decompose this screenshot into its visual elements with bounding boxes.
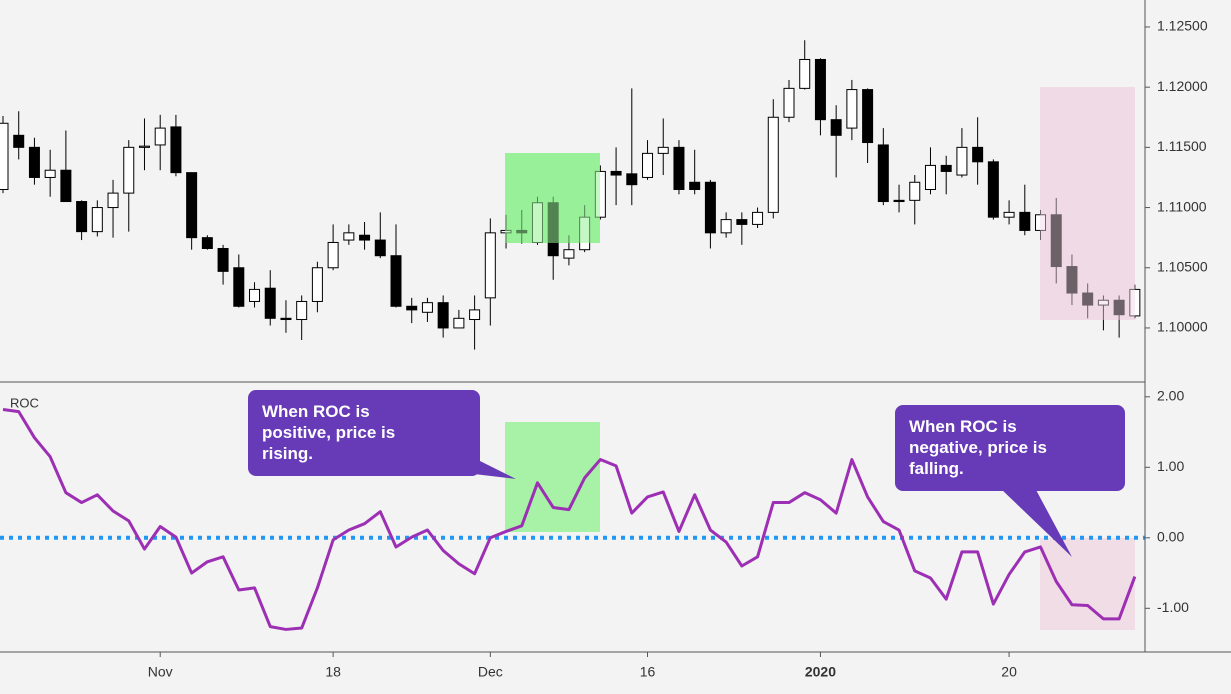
callout-text: When ROC is negative, price is falling.: [909, 417, 1047, 478]
candle-body: [940, 164, 952, 172]
candle-body: [107, 192, 119, 209]
candle-body: [406, 305, 418, 311]
candle-body: [909, 181, 921, 201]
candle-body: [296, 300, 308, 321]
candle-body: [783, 87, 795, 118]
candle-body: [704, 181, 716, 234]
candle-body: [563, 249, 575, 259]
y-tick-label: 1.11000: [1157, 198, 1207, 214]
callout-text: When ROC is positive, price is rising.: [262, 402, 396, 463]
candle-body: [359, 234, 371, 241]
candle-body: [956, 146, 968, 176]
candle-body: [13, 134, 25, 148]
candle-body: [657, 146, 669, 154]
candle-body: [374, 239, 386, 257]
candle-body: [846, 89, 858, 129]
candle-body: [186, 172, 198, 239]
candle-body: [0, 122, 9, 190]
candle-body: [264, 287, 276, 319]
candle-body: [201, 237, 213, 249]
candle-body: [987, 161, 999, 218]
candle-body: [1019, 211, 1031, 231]
y-tick-label: 1.12500: [1157, 18, 1208, 34]
candle-body: [469, 309, 481, 321]
callout: When ROC is negative, price is falling.: [895, 405, 1125, 491]
candle-body: [893, 199, 905, 203]
candle-body: [972, 146, 984, 163]
candle-body: [233, 267, 245, 307]
candle-body: [170, 126, 182, 174]
candle-body: [830, 119, 842, 136]
candle-body: [673, 146, 685, 190]
x-tick-label: 18: [325, 664, 341, 680]
candle-body: [767, 116, 779, 213]
candle-body: [1050, 214, 1062, 268]
candle-body: [1097, 299, 1109, 306]
candle-body: [1003, 211, 1015, 218]
candle-body: [60, 169, 72, 203]
marks: [0, 40, 1145, 631]
callout-tail: [1000, 488, 1072, 557]
y-tick-label: 1.10000: [1157, 319, 1208, 335]
highlight-overlay: [1040, 87, 1135, 320]
candle-body: [28, 146, 40, 178]
candle-body: [689, 181, 701, 190]
candle-body: [924, 164, 936, 190]
candle-body: [484, 232, 496, 299]
candle-body: [862, 89, 874, 144]
candle-body: [1066, 266, 1078, 294]
candle-body: [610, 170, 622, 176]
highlight-overlay: [505, 153, 600, 243]
candle-body: [437, 302, 449, 329]
candle-body: [280, 317, 292, 321]
candle-body: [814, 58, 826, 121]
x-tick-label: Dec: [478, 664, 503, 680]
callout: When ROC is positive, price is rising.: [248, 390, 480, 476]
y-tick-label: 1.10500: [1157, 258, 1208, 274]
indicator-label: ROC: [10, 395, 39, 410]
candle-body: [44, 169, 56, 178]
candle-body: [327, 241, 339, 269]
candle-body: [752, 211, 764, 225]
candle-body: [720, 219, 732, 234]
candle-body: [390, 255, 402, 307]
y-tick-label: 1.12000: [1157, 78, 1208, 94]
y-tick-label: 2.00: [1157, 388, 1184, 404]
x-tick-label: 2020: [805, 664, 836, 680]
candle-body: [421, 302, 433, 313]
candle-body: [76, 201, 88, 233]
y-tick-label: 1.11500: [1157, 138, 1207, 154]
candle-body: [1113, 299, 1125, 316]
x-tick-label: 20: [1001, 664, 1017, 680]
candle-body: [736, 219, 748, 225]
candle-body: [453, 317, 465, 329]
candle-body: [154, 127, 166, 146]
y-tick-label: -1.00: [1157, 599, 1189, 615]
y-tick-label: 1.00: [1157, 458, 1184, 474]
candle-body: [217, 247, 229, 272]
candle-body: [138, 145, 150, 148]
candle-body: [642, 152, 654, 178]
candle-body: [877, 144, 889, 203]
candle-body: [1082, 292, 1094, 306]
candle-body: [123, 146, 135, 194]
candle-body: [626, 173, 638, 186]
y-tick-label: 0.00: [1157, 528, 1184, 544]
candle-body: [1035, 214, 1047, 231]
candle-body: [799, 58, 811, 89]
candle-body: [311, 267, 323, 302]
x-tick-label: Nov: [148, 664, 173, 680]
x-tick-label: 16: [640, 664, 656, 680]
candle-body: [343, 232, 355, 241]
candle-body: [1129, 288, 1141, 317]
candle-body: [249, 288, 261, 302]
candle-body: [91, 207, 103, 233]
roc-line: [2, 408, 1137, 631]
